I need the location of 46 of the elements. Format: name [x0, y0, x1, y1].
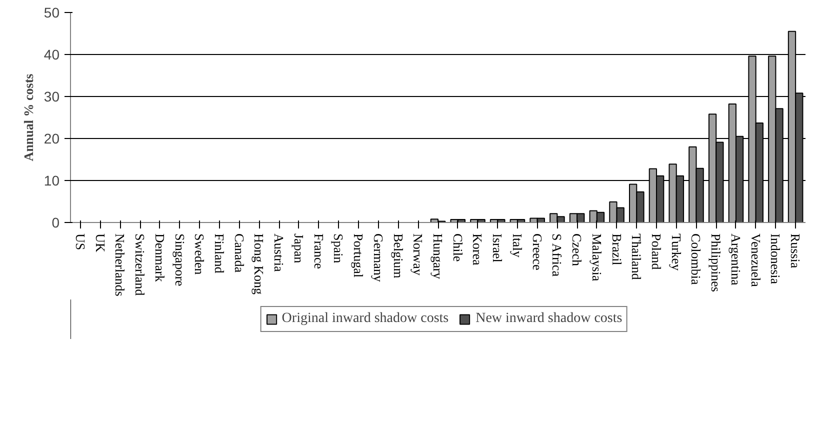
- y-tick-label: 40: [44, 46, 60, 62]
- x-tick-label: Thailand: [629, 234, 644, 280]
- legend-label: New inward shadow costs: [476, 311, 622, 327]
- x-tick-label: Argentina: [728, 234, 744, 286]
- y-tick-label: 50: [44, 4, 60, 20]
- x-tick-label: Greece: [530, 234, 545, 271]
- x-tick-label: US: [72, 234, 88, 250]
- x-tick-label: Israel: [490, 234, 506, 263]
- x-tick-label: Poland: [649, 234, 664, 270]
- x-tick-label: UK: [92, 234, 108, 253]
- x-tick-label: Denmark: [152, 234, 168, 282]
- x-tick-label: Portugal: [351, 234, 366, 278]
- y-tick-label: 20: [44, 130, 60, 146]
- x-tick-label: Canada: [232, 234, 247, 273]
- x-tick-label: Czech: [570, 234, 585, 266]
- x-tick-label: Chile: [450, 234, 466, 262]
- x-tick-label: Belgium: [390, 234, 406, 278]
- x-tick-label: Philippines: [708, 234, 724, 292]
- x-tick-label: Netherlands: [112, 234, 128, 296]
- x-tick-label: Venezuela: [748, 234, 764, 288]
- x-tick-label: Singapore: [172, 234, 188, 286]
- x-tick-label: Hungary: [430, 234, 446, 280]
- x-tick-label: Austria: [272, 234, 287, 272]
- x-tick-label: Hong Kong: [252, 234, 267, 296]
- y-axis-title: Annual % costs: [20, 74, 36, 162]
- x-tick-label: Korea: [470, 234, 486, 266]
- x-tick-label: Spain: [331, 234, 346, 264]
- x-tick-label: Russia: [788, 234, 804, 268]
- legend-label: Original inward shadow costs: [282, 311, 449, 327]
- x-tick-label: Switzerland: [132, 234, 148, 296]
- x-tick-label: Finland: [212, 234, 227, 274]
- x-tick-label: France: [311, 234, 326, 270]
- x-tick-label: Japan: [291, 234, 306, 264]
- y-tick-label: 10: [44, 172, 60, 188]
- x-tick-label: Colombia: [688, 234, 704, 286]
- x-tick-label: S Africa: [550, 234, 565, 277]
- x-tick-label: Germany: [370, 234, 386, 282]
- x-tick-label: Sweden: [192, 234, 208, 276]
- x-tick-label: Brazil: [609, 234, 624, 266]
- y-tick-label: 0: [52, 214, 60, 230]
- x-tick-label: Malaysia: [589, 234, 604, 282]
- x-tick-label: Indonesia: [768, 234, 784, 284]
- y-tick-label: 30: [44, 88, 60, 104]
- x-tick-label: Turkey: [668, 234, 684, 272]
- x-tick-label: Norway: [410, 234, 426, 276]
- x-tick-label: Italy: [510, 234, 525, 258]
